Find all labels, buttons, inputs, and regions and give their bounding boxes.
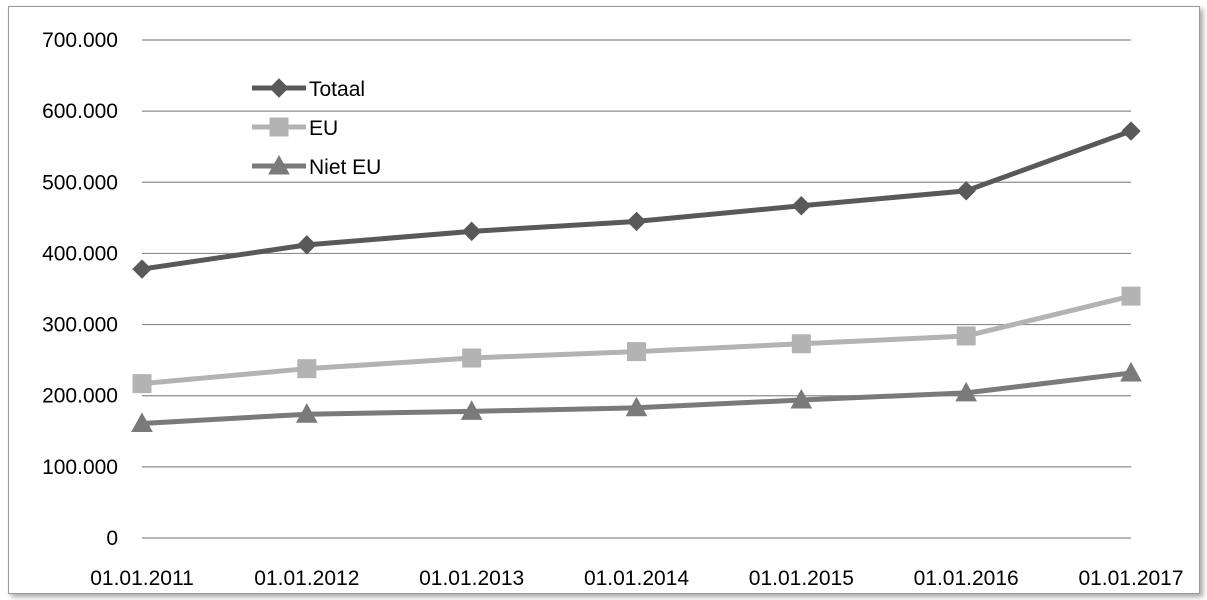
y-tick-label: 0 (106, 527, 118, 550)
data-point-eu (462, 348, 482, 368)
y-tick-label: 200.000 (42, 385, 118, 408)
legend-label-totaal: Totaal (309, 78, 365, 101)
x-tick-label: 01.01.2012 (254, 567, 359, 590)
data-point-eu (1121, 286, 1141, 306)
data-point-totaal (626, 211, 647, 232)
data-point-niet-eu (955, 381, 978, 402)
y-tick-label: 600.000 (42, 100, 118, 123)
legend-marker-eu (269, 117, 289, 137)
series-line-totaal (141, 128, 1132, 272)
data-point-eu (627, 342, 646, 362)
data-point-niet-eu (131, 412, 153, 432)
x-tick-label: 01.01.2011 (90, 567, 194, 590)
data-point-totaal (297, 235, 317, 255)
data-point-niet-eu (295, 403, 318, 423)
data-point-niet-eu (790, 388, 813, 409)
y-tick-label: 700.000 (42, 29, 118, 52)
data-point-eu (956, 326, 976, 346)
data-point-totaal (956, 181, 976, 201)
x-tick-label: 01.01.2016 (914, 567, 1019, 590)
x-tick-label: 01.01.2013 (419, 567, 524, 590)
y-tick-label: 300.000 (42, 314, 118, 337)
data-point-eu (791, 334, 811, 354)
data-point-niet-eu (460, 400, 483, 420)
x-tick-label: 01.01.2017 (1078, 567, 1183, 590)
data-point-totaal (791, 196, 812, 216)
data-point-totaal (461, 221, 482, 242)
data-point-totaal (1121, 121, 1141, 141)
data-point-niet-eu (1120, 361, 1142, 382)
y-tick-label: 400.000 (42, 242, 118, 265)
x-tick-label: 01.01.2015 (749, 567, 854, 590)
data-point-eu (132, 374, 152, 394)
chart-frame (8, 6, 1200, 594)
y-tick-label: 100.000 (42, 456, 118, 479)
legend-marker-niet-eu (268, 154, 290, 175)
data-point-niet-eu (625, 396, 648, 417)
data-point-eu (297, 359, 317, 379)
y-tick-label: 500.000 (42, 171, 118, 194)
x-tick-label: 01.01.2014 (584, 567, 689, 590)
legend-marker-totaal (269, 78, 289, 98)
legend-label-niet-eu: Niet EU (309, 156, 381, 179)
data-point-totaal (132, 259, 152, 279)
series-line-eu (141, 293, 1132, 387)
legend-label-eu: EU (309, 117, 338, 140)
